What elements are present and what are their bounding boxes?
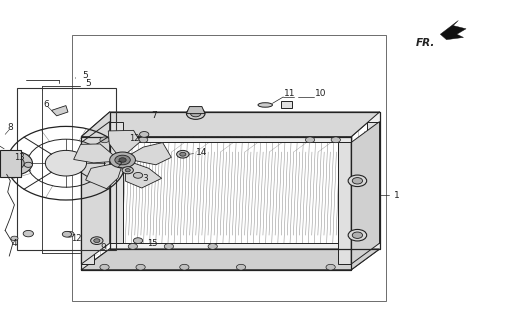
Circle shape	[115, 155, 130, 165]
Circle shape	[100, 264, 109, 270]
Text: 10: 10	[315, 89, 327, 98]
Circle shape	[180, 264, 189, 270]
Circle shape	[186, 108, 205, 119]
Circle shape	[23, 230, 33, 237]
Text: 3: 3	[142, 174, 148, 183]
Text: 11: 11	[284, 89, 296, 98]
Circle shape	[122, 167, 133, 174]
Circle shape	[11, 236, 18, 241]
Circle shape	[94, 239, 100, 243]
Text: 12: 12	[71, 234, 81, 243]
Bar	[0, 150, 21, 177]
Circle shape	[326, 264, 335, 270]
Circle shape	[191, 110, 201, 117]
Circle shape	[180, 152, 186, 156]
Circle shape	[177, 150, 189, 158]
Circle shape	[140, 132, 149, 137]
Bar	[281, 101, 292, 108]
Circle shape	[348, 175, 367, 187]
Circle shape	[100, 137, 109, 143]
Circle shape	[331, 137, 340, 143]
Polygon shape	[85, 164, 121, 189]
Circle shape	[24, 162, 32, 167]
Text: FR.: FR.	[416, 38, 435, 48]
Polygon shape	[81, 142, 94, 264]
Polygon shape	[126, 163, 162, 188]
Polygon shape	[108, 130, 140, 153]
Circle shape	[125, 169, 130, 172]
Polygon shape	[52, 106, 68, 116]
Circle shape	[8, 160, 18, 166]
Polygon shape	[81, 112, 380, 137]
Polygon shape	[131, 143, 171, 165]
Circle shape	[305, 137, 315, 143]
Circle shape	[110, 152, 135, 168]
Circle shape	[352, 178, 363, 184]
Circle shape	[139, 137, 148, 143]
Polygon shape	[110, 122, 123, 243]
Polygon shape	[110, 243, 380, 249]
Bar	[72, 35, 386, 301]
Circle shape	[208, 244, 217, 249]
Polygon shape	[74, 144, 113, 163]
Polygon shape	[81, 264, 351, 270]
Circle shape	[128, 244, 138, 249]
Text: 13: 13	[14, 153, 25, 162]
Text: 15: 15	[147, 239, 157, 248]
Circle shape	[119, 158, 126, 162]
Text: 9: 9	[100, 244, 106, 252]
Circle shape	[2, 156, 24, 170]
Text: 1: 1	[393, 191, 399, 200]
Text: 7: 7	[151, 111, 158, 120]
Circle shape	[65, 231, 74, 237]
Circle shape	[352, 232, 363, 238]
Polygon shape	[351, 122, 380, 264]
Polygon shape	[81, 122, 110, 264]
Ellipse shape	[258, 103, 272, 107]
Circle shape	[133, 172, 143, 178]
Polygon shape	[338, 142, 351, 264]
Circle shape	[0, 151, 32, 175]
Circle shape	[348, 229, 367, 241]
Polygon shape	[367, 122, 380, 243]
Circle shape	[91, 237, 103, 244]
Text: 8: 8	[7, 124, 13, 132]
Text: 14: 14	[196, 148, 207, 157]
Text: 5: 5	[85, 79, 91, 88]
Text: 12: 12	[130, 134, 140, 143]
Text: 2: 2	[116, 161, 122, 170]
Polygon shape	[81, 249, 380, 270]
Polygon shape	[81, 137, 351, 142]
Circle shape	[133, 238, 143, 244]
Circle shape	[62, 231, 72, 237]
Circle shape	[236, 264, 246, 270]
Text: 5: 5	[82, 71, 88, 80]
Text: 6: 6	[43, 100, 49, 109]
Circle shape	[136, 264, 145, 270]
Circle shape	[164, 244, 174, 249]
Polygon shape	[440, 20, 466, 40]
Text: 4: 4	[12, 239, 17, 248]
Polygon shape	[186, 107, 205, 114]
Polygon shape	[110, 112, 380, 122]
Circle shape	[45, 150, 87, 176]
